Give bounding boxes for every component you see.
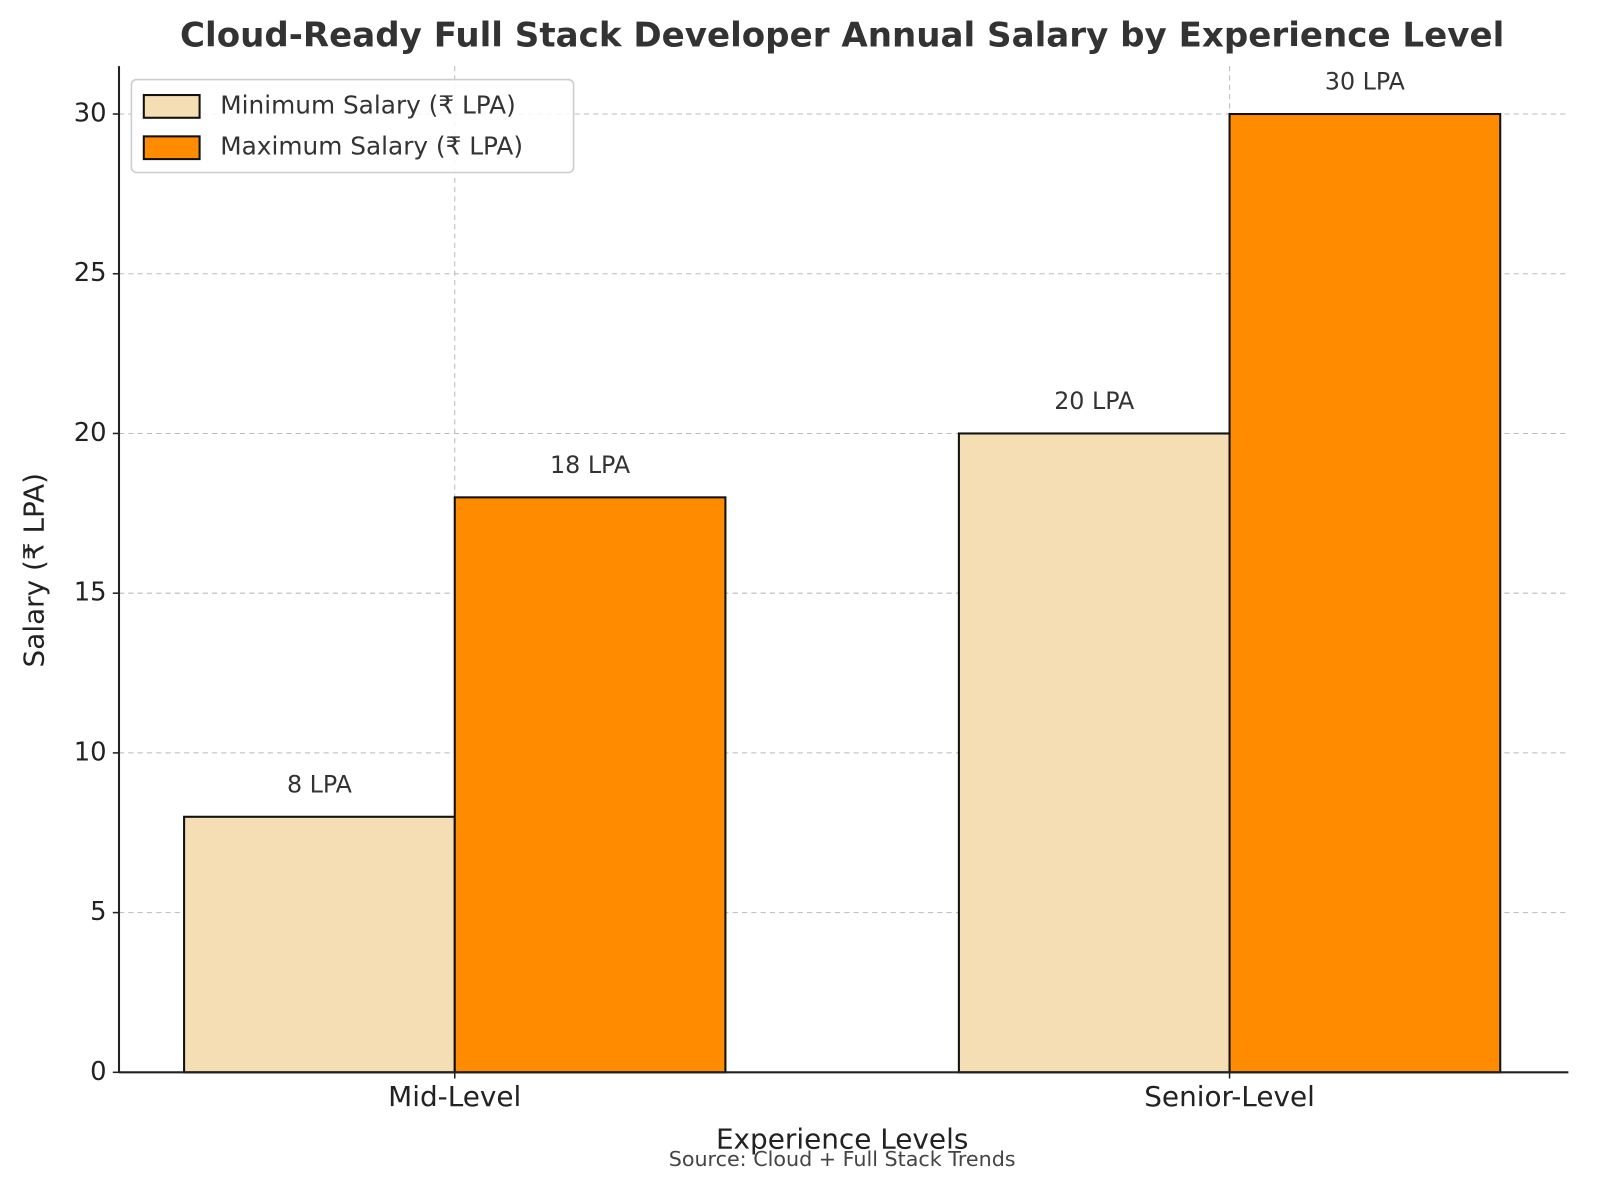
chart-title: Cloud-Ready Full Stack Developer Annual … [180,16,1504,56]
legend-label: Minimum Salary (₹ LPA) [220,90,516,119]
y-tick-label: 5 [90,897,106,927]
value-label: 20 LPA [1054,387,1135,415]
y-tick-label: 30 [74,99,107,129]
bar [183,815,456,1074]
x-tick-label: Mid-Level [388,1080,521,1113]
value-label: 30 LPA [1325,68,1406,96]
legend-swatch [142,94,201,119]
legend-swatch [142,135,201,161]
y-tick-label: 15 [74,578,107,608]
y-tick-label: 20 [74,418,107,448]
source-note: Source: Cloud + Full Stack Trends [669,1147,1016,1171]
value-label: 18 LPA [550,451,631,479]
bar [957,432,1231,1074]
y-axis-label: Salary (₹ LPA) [17,473,50,667]
x-axis-label: Experience Levels [716,1123,968,1156]
y-tick-label: 10 [74,737,107,767]
legend-box [130,78,575,174]
x-tick-label: Senior-Level [1144,1080,1315,1113]
legend-label: Maximum Salary (₹ LPA) [220,132,523,161]
legend: Minimum Salary (₹ LPA) Maximum Salary (₹ … [130,78,575,174]
y-tick-label: 25 [74,258,107,288]
value-label: 8 LPA [287,770,353,798]
y-tick-label: 0 [90,1057,106,1087]
bar [453,496,727,1074]
bars: 8 LPA 20 LPA 18 LPA 30 LPA [183,68,1502,1074]
bar [1228,112,1502,1074]
